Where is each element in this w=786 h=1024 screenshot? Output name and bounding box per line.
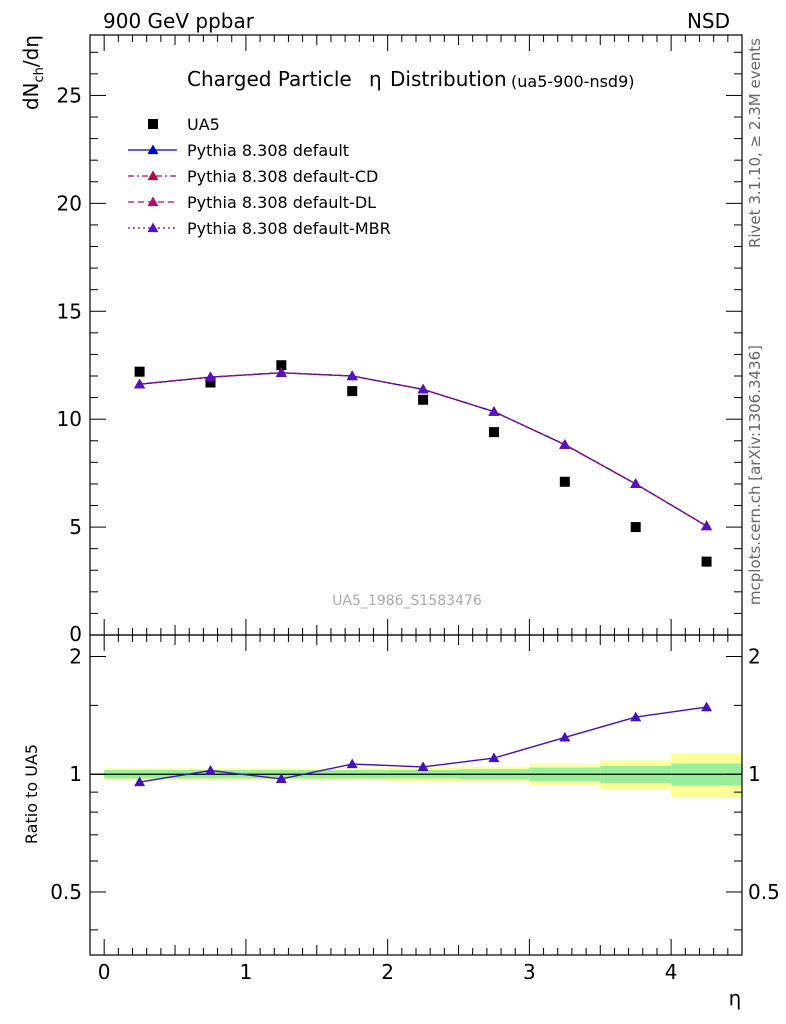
ratio-series-marker: [559, 731, 571, 742]
ratio-series-marker: [417, 761, 429, 772]
series-marker: [346, 370, 358, 381]
chart-title-suffix: Distribution: [390, 67, 507, 91]
series-marker: [275, 367, 287, 377]
y-tick-label: 20: [57, 191, 82, 215]
ratio-series-marker: [134, 776, 146, 787]
ua5-data-point: [630, 522, 641, 533]
legend-marker: [148, 119, 158, 129]
ratio-series-marker: [630, 711, 642, 722]
main-y-axis-label: dNch/dη: [19, 35, 47, 110]
ratio-series-marker: [488, 752, 500, 763]
y-tick-label: 5: [69, 515, 82, 539]
ratio-y-tick-label: 1: [748, 762, 761, 786]
chart-title-tag: (ua5-900-nsd9): [511, 72, 635, 91]
analysis-watermark: UA5_1986_S1583476: [332, 593, 482, 609]
ua5-data-point: [418, 394, 429, 405]
rivet-version-label: Rivet 3.1.10, ≥ 2.3M events: [746, 38, 764, 248]
series-marker: [701, 520, 713, 531]
legend-label: Pythia 8.308 default-CD: [187, 167, 378, 186]
ratio-series-marker: [701, 701, 713, 712]
series-marker: [204, 371, 216, 382]
ratio-panel-frame: [89, 634, 743, 956]
series-marker: [630, 478, 642, 489]
y-tick-label: 15: [57, 299, 82, 323]
y-tick-label: 25: [57, 83, 82, 107]
ua5-data-point: [276, 360, 287, 371]
ua5-data-point: [488, 427, 499, 438]
legend-marker: [147, 170, 159, 181]
x-axis-label: η: [729, 986, 742, 1010]
series-marker: [134, 378, 146, 389]
legend-label: Pythia 8.308 default: [187, 141, 349, 160]
header-left-label: 900 GeV ppbar: [103, 9, 255, 33]
ua5-data-point: [701, 556, 712, 567]
y-tick-label: 10: [57, 407, 82, 431]
ratio-y-axis-label: Ratio to UA5: [22, 744, 41, 844]
series-marker: [559, 439, 571, 449]
ratio-panel-axes: 0.5 0.5 1 1 2 2 0 1 2 3 4: [50, 634, 780, 984]
ratio-series-marker: [204, 765, 216, 775]
ua5-data-point: [205, 377, 216, 388]
x-tick-label: 2: [381, 960, 394, 984]
legend-marker: [147, 196, 159, 207]
ratio-series-marker: [275, 773, 287, 784]
series-marker: [417, 383, 429, 394]
ratio-y-tick-label: 0.5: [50, 880, 82, 904]
ratio-y-tick-label: 0.5: [748, 880, 780, 904]
ratio-y-tick-label: 2: [69, 645, 82, 669]
header-right-label: NSD: [687, 9, 730, 33]
legend: UA5 Pythia 8.308 default Pythia 8.308 defa…: [128, 115, 391, 238]
mcplots-label: mcplots.cern.ch [arXiv:1306.3436]: [746, 345, 764, 605]
ratio-series-layer: [134, 701, 713, 787]
ua5-data-point: [559, 476, 570, 487]
legend-marker: [147, 144, 159, 155]
ua5-data-point: [347, 386, 358, 397]
legend-label: Pythia 8.308 default-MBR: [187, 219, 391, 238]
legend-label: UA5: [187, 115, 220, 134]
chart-title: Charged Particle η Distribution (ua5-900…: [187, 67, 635, 91]
ua5-data-point: [134, 366, 145, 377]
main-panel-axes: 5 10 15 20 25 0: [57, 34, 743, 646]
y-tick-label: 0: [69, 622, 82, 646]
uncertainty-bands: [104, 753, 742, 798]
ratio-y-tick-label: 2: [748, 645, 761, 669]
chart-title-symbol: η: [369, 67, 382, 91]
ratio-series-marker: [346, 758, 358, 769]
ratio-panel: 0.5 0.5 1 1 2 2 0 1 2 3 4 Ratio to UA5 η: [22, 634, 780, 1010]
main-panel: 5 10 15 20 25 0 dNch/dη UA5_1986_S1583476 Cha…: [19, 34, 743, 646]
legend-label: Pythia 8.308 default-DL: [187, 193, 376, 212]
main-series-layer: [134, 360, 713, 567]
x-tick-label: 0: [98, 960, 111, 984]
legend-marker: [147, 222, 159, 233]
series-marker: [488, 406, 500, 416]
x-tick-label: 4: [665, 960, 678, 984]
x-tick-label: 3: [523, 960, 536, 984]
chart-title-text: Charged Particle: [187, 67, 352, 91]
x-tick-label: 1: [240, 960, 253, 984]
ratio-y-tick-label: 1: [69, 762, 82, 786]
